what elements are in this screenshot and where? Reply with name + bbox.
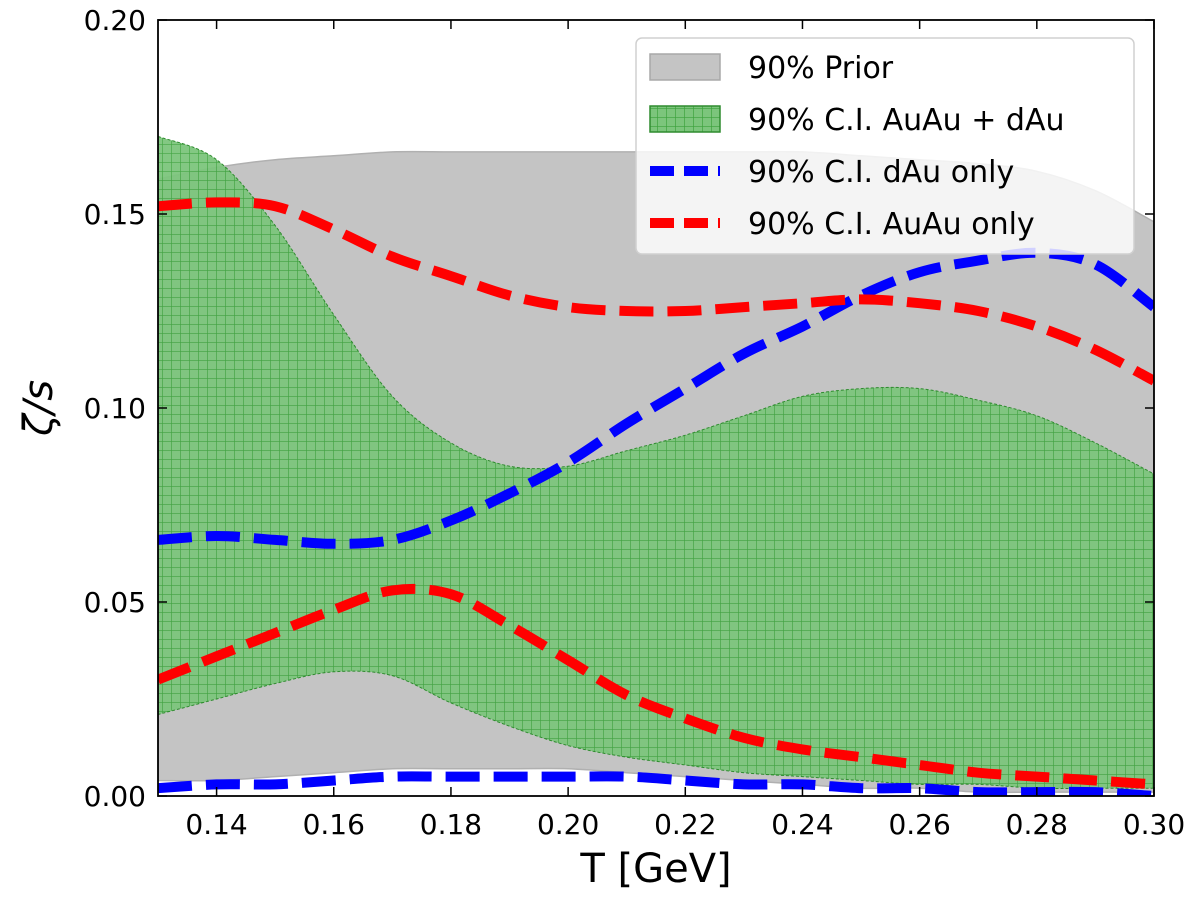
line-90-c-i-auau-only-lower (158, 583, 1154, 790)
legend-label-90-c-i-auau-dau: 90% C.I. AuAu + dAu (748, 103, 1064, 138)
axes: 0.14 0.16 0.18 0.20 0.22 0.24 0.26 0.28 0.30 0.00… (84, 4, 1186, 841)
legend-swatch-90-c-i-auau-dau (649, 105, 721, 133)
y-tick-label: 0.00 (84, 780, 146, 813)
x-tick-label: 0.14 (185, 808, 247, 841)
x-tick-label: 0.28 (1006, 808, 1068, 841)
line-layer (158, 197, 1154, 796)
x-tick-label: 0.24 (771, 808, 833, 841)
legend-box (635, 37, 1135, 255)
x-tick-label: 0.16 (303, 808, 365, 841)
legend-swatch-90-prior (649, 53, 721, 81)
legend-label-90-c-i-auau-only: 90% C.I. AuAu only (748, 207, 1035, 242)
legend-label-90-prior: 90% Prior (748, 51, 894, 86)
x-tick-label: 0.22 (654, 808, 716, 841)
line-90-c-i-dau-only-lower (158, 771, 1154, 796)
y-tick-label: 0.15 (84, 198, 146, 231)
x-tick-label: 0.20 (537, 808, 599, 841)
band-90-c-i-auau-dau (158, 135, 1154, 790)
line-90-c-i-auau-only-upper (158, 197, 1154, 386)
x-tick-label: 0.18 (420, 808, 482, 841)
legend-label-90-c-i-dau-only: 90% C.I. dAu only (748, 155, 1014, 190)
legend: 90% Prior 90% C.I. AuAu + dAu 90% C.I. dAu… (635, 37, 1135, 255)
line-90-c-i-dau-only-upper (158, 247, 1154, 549)
y-tick-label: 0.05 (84, 586, 146, 619)
band-layer (158, 135, 1154, 794)
x-axis-label: T [GeV] (579, 846, 731, 892)
x-tick-label: 0.30 (1123, 808, 1185, 841)
y-tick-label: 0.20 (84, 4, 146, 37)
y-tick-label: 0.10 (84, 392, 146, 425)
y-axis-label: ζ/s (16, 380, 62, 437)
x-tick-label: 0.26 (888, 808, 950, 841)
